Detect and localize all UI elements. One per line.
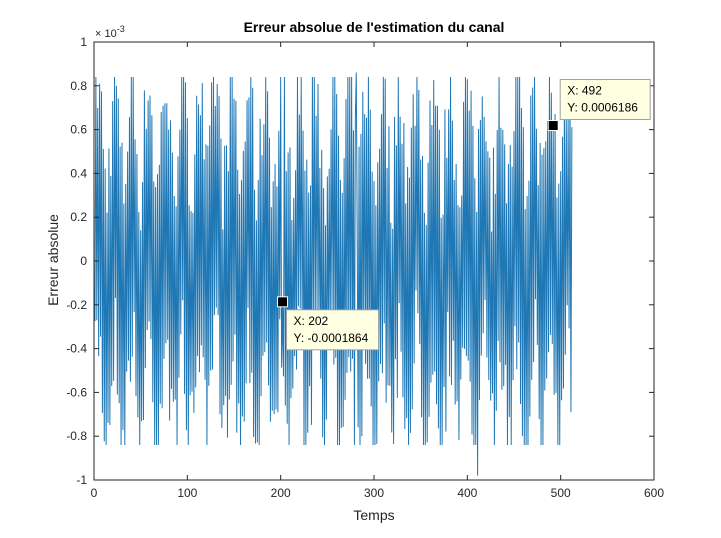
data-tip-marker[interactable]: [547, 120, 559, 132]
x-tick-label: 300: [364, 486, 384, 500]
x-tick-label: 400: [457, 486, 477, 500]
y-exponent-power: -3: [117, 24, 125, 34]
y-tick-label: -1: [76, 473, 87, 487]
y-tick-label: 0: [80, 254, 87, 268]
y-axis-label: Erreur absolue: [45, 214, 61, 306]
series-layer: [94, 72, 573, 476]
data-tip-box: [559, 79, 651, 121]
data-tip-x-label: X: 492: [567, 84, 602, 98]
data-tip-y-label: Y: -0.0001864: [294, 331, 369, 345]
data-tips-layer[interactable]: X: 202 Y: -0.0001864 X: 492 Y: 0.0006186: [277, 79, 651, 351]
data-tip-box: [286, 309, 380, 351]
y-tick-label: -0.4: [66, 342, 87, 356]
data-tip[interactable]: X: 492 Y: 0.0006186: [547, 79, 651, 132]
x-tick-label: 600: [644, 486, 664, 500]
y-tick-label: 0.6: [70, 123, 87, 137]
y-axis-exponent-label: × 10-3: [95, 24, 125, 40]
y-tick-label: 1: [80, 35, 87, 49]
data-tip[interactable]: X: 202 Y: -0.0001864: [277, 296, 380, 351]
x-tick-label: 100: [177, 486, 197, 500]
x-tick-label: 0: [91, 486, 98, 500]
data-tip-x-label: X: 202: [294, 314, 329, 328]
data-tip-marker[interactable]: [277, 296, 289, 308]
x-tick-label: 500: [551, 486, 571, 500]
ticks-layer: 0 100 200 300 400 500 600 -1 -0.8 -0.6 -0.4 -0.2 0 0.…: [66, 35, 664, 500]
x-tick-label: 200: [271, 486, 291, 500]
y-tick-label: -0.6: [66, 385, 87, 399]
x-axis-label: Temps: [353, 507, 394, 523]
y-tick-label: 0.8: [70, 79, 87, 93]
y-tick-label: -0.2: [66, 298, 87, 312]
data-tip-y-label: Y: 0.0006186: [567, 101, 638, 115]
chart-title: Erreur absolue de l'estimation du canal: [244, 19, 505, 35]
y-tick-label: 0.4: [70, 166, 87, 180]
axes-box: [93, 41, 655, 481]
y-tick-label: 0.2: [70, 210, 87, 224]
series-line: [94, 72, 573, 476]
y-tick-label: -0.8: [66, 429, 87, 443]
y-exponent-base: × 10: [95, 28, 117, 40]
